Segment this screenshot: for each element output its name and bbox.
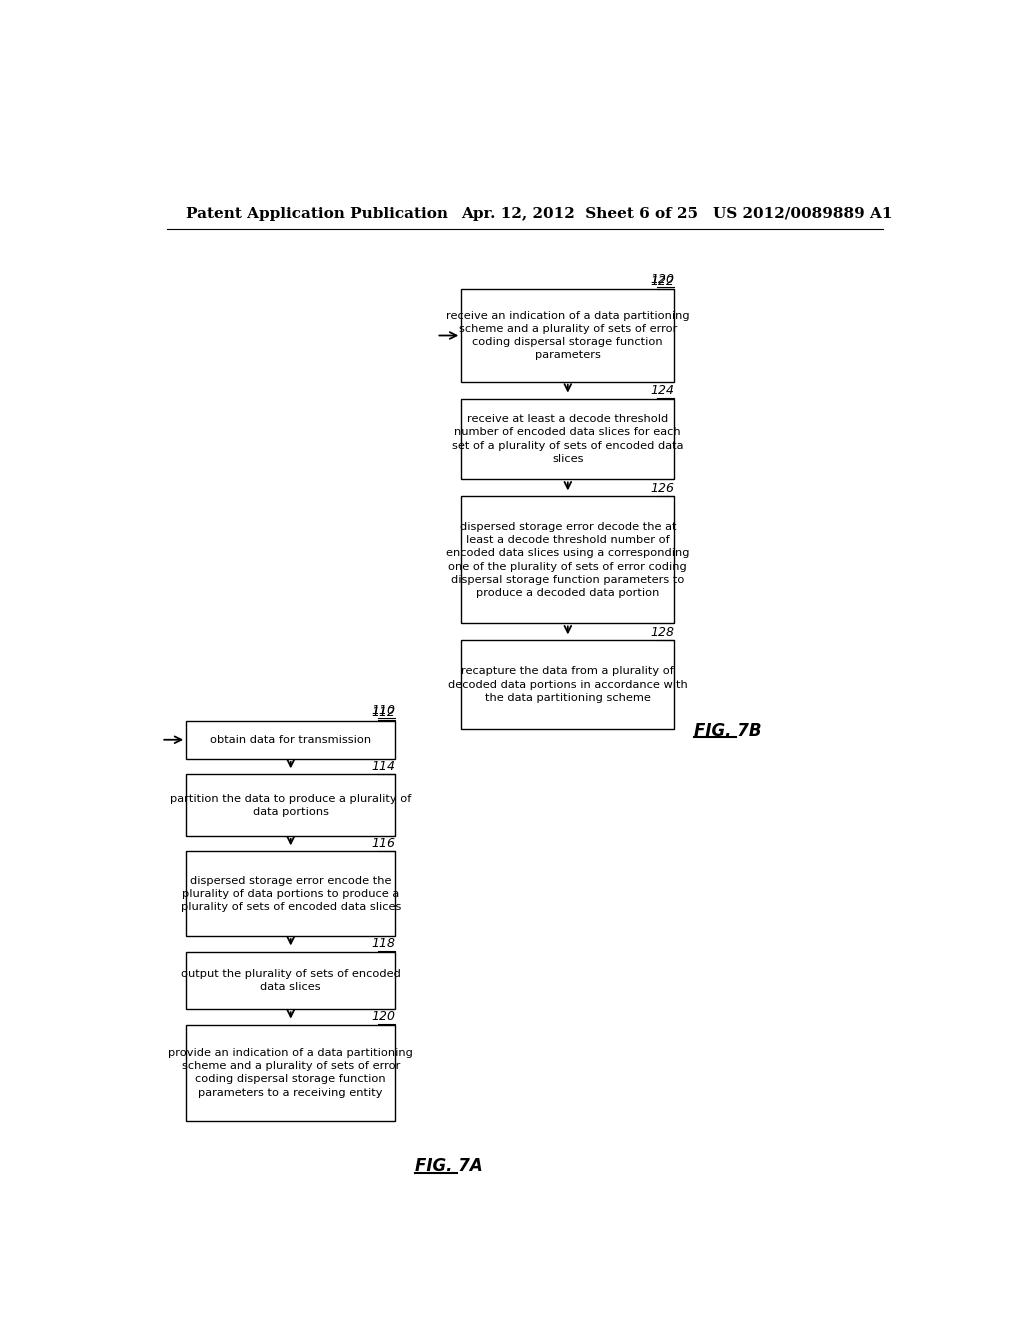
Bar	[461, 640, 675, 729]
Text: Apr. 12, 2012  Sheet 6 of 25: Apr. 12, 2012 Sheet 6 of 25	[461, 207, 698, 220]
Text: 120: 120	[650, 273, 675, 286]
Text: 124: 124	[650, 384, 675, 397]
Text: Patent Application Publication: Patent Application Publication	[186, 207, 449, 220]
Bar	[461, 399, 675, 479]
Text: provide an indication of a data partitioning
scheme and a plurality of sets of e: provide an indication of a data partitio…	[168, 1048, 414, 1097]
Text: receive at least a decode threshold
number of encoded data slices for each
set o: receive at least a decode threshold numb…	[452, 414, 684, 463]
Text: 112: 112	[372, 706, 395, 719]
Text: 116: 116	[372, 837, 395, 850]
Text: 120: 120	[372, 1010, 395, 1023]
Text: 126: 126	[650, 482, 675, 495]
Bar	[461, 496, 675, 623]
Text: FIG. 7A: FIG. 7A	[415, 1158, 482, 1175]
Text: 122: 122	[650, 275, 675, 288]
Text: dispersed storage error decode the at
least a decode threshold number of
encoded: dispersed storage error decode the at le…	[446, 521, 689, 598]
Text: obtain data for transmission: obtain data for transmission	[210, 735, 372, 744]
Bar	[186, 1024, 395, 1121]
Text: dispersed storage error encode the
plurality of data portions to produce a
plura: dispersed storage error encode the plura…	[180, 875, 401, 912]
Bar	[186, 721, 395, 759]
Text: receive an indication of a data partitioning
scheme and a plurality of sets of e: receive an indication of a data partitio…	[446, 310, 689, 360]
Text: output the plurality of sets of encoded
data slices: output the plurality of sets of encoded …	[181, 969, 400, 991]
Text: 128: 128	[650, 626, 675, 639]
Text: 114: 114	[372, 760, 395, 774]
Text: partition the data to produce a plurality of
data portions: partition the data to produce a pluralit…	[170, 793, 412, 817]
Bar	[186, 952, 395, 1010]
Text: FIG. 7B: FIG. 7B	[693, 722, 761, 739]
Bar	[186, 775, 395, 836]
Text: 110: 110	[372, 705, 395, 718]
Bar	[186, 851, 395, 936]
Text: recapture the data from a plurality of
decoded data portions in accordance with
: recapture the data from a plurality of d…	[447, 667, 688, 702]
Bar	[461, 289, 675, 381]
Text: 118: 118	[372, 937, 395, 950]
Text: US 2012/0089889 A1: US 2012/0089889 A1	[713, 207, 893, 220]
